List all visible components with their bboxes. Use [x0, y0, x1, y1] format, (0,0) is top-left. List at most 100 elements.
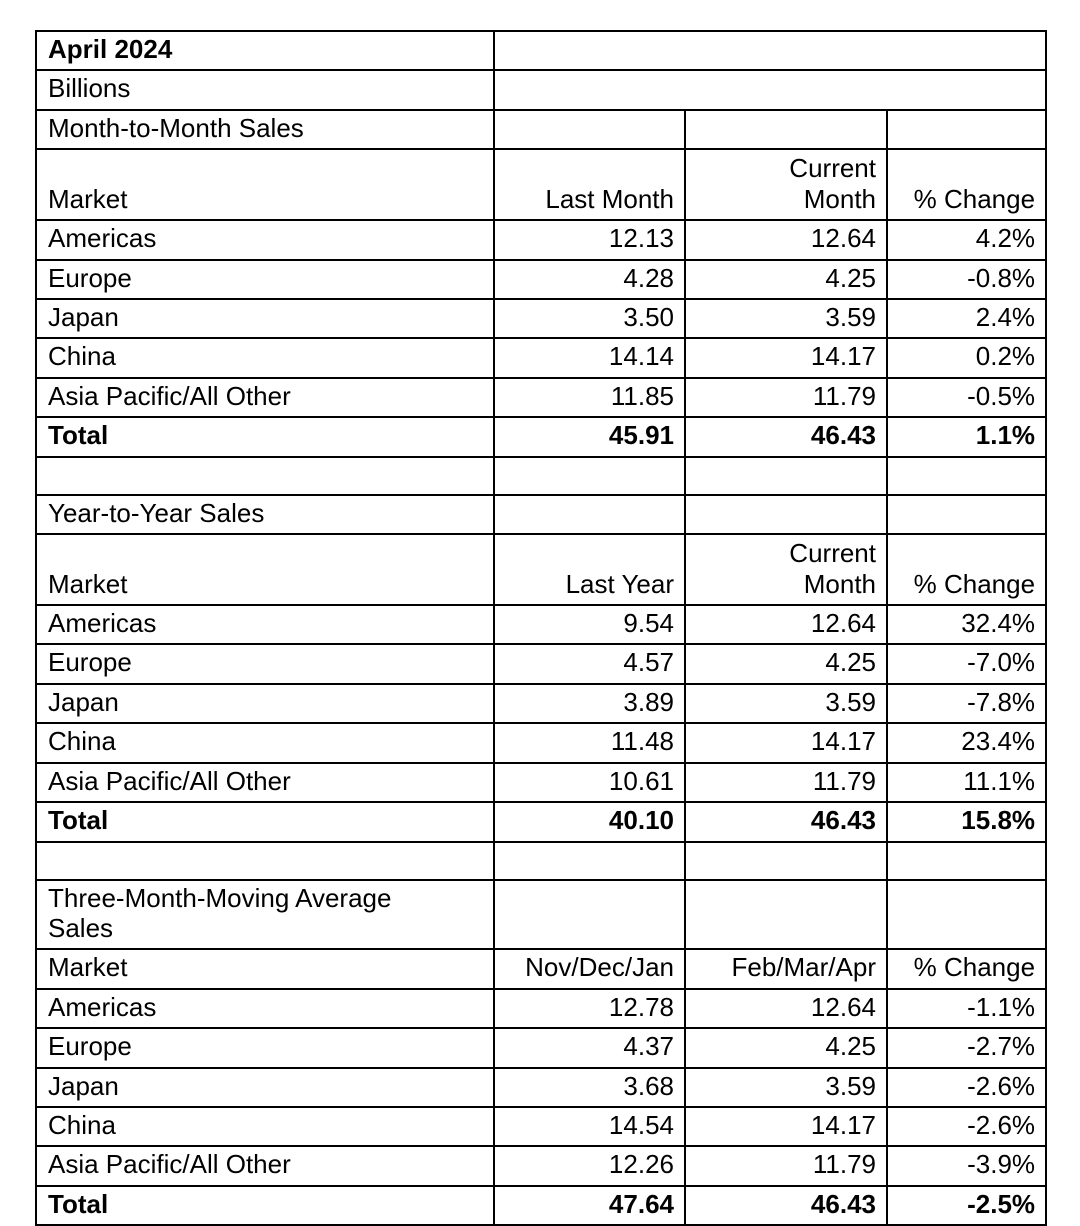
total-row: Total 47.64 46.43 -2.5% [35, 1184, 1048, 1226]
column-header-market: Market [35, 948, 495, 990]
table-row: Europe 4.57 4.25 -7.0% [35, 643, 1048, 685]
table-row: Asia Pacific/All Other 11.85 11.79 -0.5% [35, 376, 1048, 419]
cell-market: Americas [35, 604, 495, 646]
cell-change: -2.7% [885, 1027, 1048, 1069]
empty-cell [35, 455, 495, 496]
cell-prev: 3.89 [493, 682, 686, 725]
monthly-sales-table: April 2024 Billions Month-to-Month Sales… [35, 29, 1048, 1226]
spacer-row [35, 840, 1048, 881]
empty-cell [493, 108, 686, 151]
cell-market: China [35, 1105, 495, 1148]
cell-market: Americas [35, 219, 495, 261]
cell-total-label: Total [35, 416, 495, 458]
subtitle-row: Billions [35, 69, 1048, 111]
cell-current: 14.17 [684, 1105, 888, 1148]
empty-cell [885, 878, 1048, 951]
cell-current: 12.64 [684, 219, 888, 261]
empty-cell [493, 878, 686, 951]
empty-cell [684, 455, 888, 496]
cell-market: China [35, 722, 495, 764]
section-title-row: Month-to-Month Sales [35, 108, 1048, 151]
cell-market: Americas [35, 987, 495, 1030]
column-header-change: % Change [885, 948, 1048, 990]
cell-prev: 4.37 [493, 1027, 686, 1069]
cell-market: Europe [35, 258, 495, 301]
cell-total-current: 46.43 [684, 1184, 888, 1226]
cell-current: 3.59 [684, 1066, 888, 1108]
cell-current: 4.25 [684, 1027, 888, 1069]
title-row: April 2024 [35, 29, 1048, 72]
column-header-prev: Nov/Dec/Jan [493, 948, 686, 990]
cell-prev: 3.68 [493, 1066, 686, 1108]
cell-prev: 12.78 [493, 987, 686, 1030]
table-row: Americas 9.54 12.64 32.4% [35, 604, 1048, 646]
cell-market: Europe [35, 643, 495, 685]
header-row: Market Last Year Current Month % Change [35, 533, 1048, 607]
table-row: Japan 3.68 3.59 -2.6% [35, 1066, 1048, 1108]
cell-change: 4.2% [885, 219, 1048, 261]
empty-cell [493, 455, 686, 496]
cell-prev: 11.85 [493, 376, 686, 419]
cell-market: Japan [35, 298, 495, 340]
cell-current: 12.64 [684, 604, 888, 646]
cell-prev: 9.54 [493, 604, 686, 646]
cell-total-change: -2.5% [885, 1184, 1048, 1226]
table-row: China 14.54 14.17 -2.6% [35, 1105, 1048, 1148]
cell-change: -0.8% [885, 258, 1048, 301]
cell-prev: 12.26 [493, 1145, 686, 1187]
cell-change: -0.5% [885, 376, 1048, 419]
section-title: Year-to-Year Sales [35, 493, 495, 536]
empty-cell [684, 840, 888, 881]
cell-total-prev: 45.91 [493, 416, 686, 458]
merged-empty-cell [492, 69, 1048, 111]
cell-market: Asia Pacific/All Other [35, 376, 495, 419]
empty-cell [493, 840, 686, 881]
column-header-market: Market [35, 533, 495, 607]
column-header-current: Current Month [684, 533, 888, 607]
header-row: Market Nov/Dec/Jan Feb/Mar/Apr % Change [35, 948, 1048, 990]
cell-market: Europe [35, 1027, 495, 1069]
empty-cell [35, 840, 495, 881]
header-row: Market Last Month Current Month % Change [35, 148, 1048, 222]
cell-prev: 3.50 [493, 298, 686, 340]
cell-prev: 12.13 [493, 219, 686, 261]
cell-change: -7.8% [885, 682, 1048, 725]
cell-market: China [35, 337, 495, 379]
cell-market: Japan [35, 682, 495, 725]
cell-change: 23.4% [885, 722, 1048, 764]
cell-prev: 10.61 [493, 761, 686, 804]
spacer-row [35, 455, 1048, 496]
cell-change: -3.9% [885, 1145, 1048, 1187]
total-row: Total 45.91 46.43 1.1% [35, 416, 1048, 458]
column-header-market: Market [35, 148, 495, 222]
table-row: China 11.48 14.17 23.4% [35, 722, 1048, 764]
table-row: China 14.14 14.17 0.2% [35, 337, 1048, 379]
empty-cell [885, 840, 1048, 881]
cell-prev: 14.54 [493, 1105, 686, 1148]
cell-total-prev: 47.64 [493, 1184, 686, 1226]
cell-current: 11.79 [684, 1145, 888, 1187]
table-row: Europe 4.28 4.25 -0.8% [35, 258, 1048, 301]
cell-current: 11.79 [684, 376, 888, 419]
cell-change: 0.2% [885, 337, 1048, 379]
cell-change: 2.4% [885, 298, 1048, 340]
total-row: Total 40.10 46.43 15.8% [35, 801, 1048, 843]
cell-change: -2.6% [885, 1105, 1048, 1148]
section-title-row: Three-Month-Moving Average Sales [35, 878, 1048, 951]
table-row: Asia Pacific/All Other 10.61 11.79 11.1% [35, 761, 1048, 804]
table-row: Japan 3.50 3.59 2.4% [35, 298, 1048, 340]
column-header-prev: Last Month [493, 148, 686, 222]
cell-current: 11.79 [684, 761, 888, 804]
cell-prev: 4.57 [493, 643, 686, 685]
cell-current: 4.25 [684, 643, 888, 685]
table-row: Americas 12.78 12.64 -1.1% [35, 987, 1048, 1030]
column-header-current: Feb/Mar/Apr [684, 948, 888, 990]
cell-total-change: 1.1% [885, 416, 1048, 458]
cell-market: Asia Pacific/All Other [35, 761, 495, 804]
table-row: Europe 4.37 4.25 -2.7% [35, 1027, 1048, 1069]
merged-empty-cell [492, 29, 1048, 72]
cell-prev: 4.28 [493, 258, 686, 301]
cell-change: -1.1% [885, 987, 1048, 1030]
cell-current: 12.64 [684, 987, 888, 1030]
cell-total-label: Total [35, 801, 495, 843]
